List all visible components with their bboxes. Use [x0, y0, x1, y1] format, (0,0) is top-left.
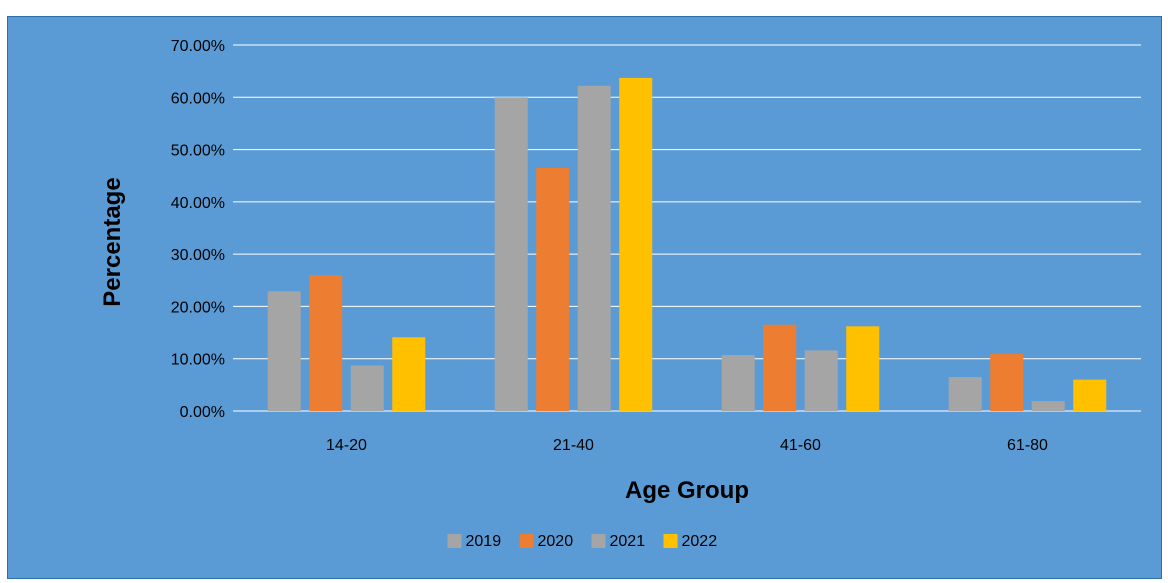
legend-label: 2020: [538, 533, 574, 550]
x-axis-ticks: 14-20 21-40 41-60 61-80: [326, 437, 1048, 454]
y-tick-label: 70.00%: [171, 38, 225, 55]
bar-2020-61-80: [990, 354, 1024, 411]
y-tick-label: 20.00%: [171, 299, 225, 316]
bar-2021-14-20: [350, 365, 384, 411]
legend-label: 2022: [682, 533, 718, 550]
legend-swatch: [591, 534, 606, 548]
y-tick-label: 50.00%: [171, 143, 225, 160]
bar-2020-41-60: [763, 324, 797, 411]
y-tick-label: 40.00%: [171, 195, 225, 212]
y-tick-label: 60.00%: [171, 90, 225, 107]
bar-2022-21-40: [619, 77, 653, 411]
bars: [267, 77, 1107, 412]
bar-2019-41-60: [721, 355, 755, 411]
legend-label: 2021: [610, 533, 646, 550]
legend-label: 2019: [466, 533, 502, 550]
legend-swatch: [447, 534, 462, 548]
bar-2021-61-80: [1031, 401, 1065, 411]
bar-2022-41-60: [846, 326, 880, 411]
y-tick-label: 10.00%: [171, 352, 225, 369]
bar-2022-14-20: [392, 337, 426, 411]
x-tick-label: 21-40: [553, 437, 594, 454]
legend-item-2019: 2019: [447, 533, 502, 550]
bar-2020-21-40: [536, 167, 570, 411]
x-tick-label: 41-60: [780, 437, 821, 454]
bar-2019-14-20: [267, 291, 301, 411]
y-axis-title: Percentage: [99, 177, 126, 306]
legend-item-2021: 2021: [591, 533, 646, 550]
legend: 2019 2020 2021 2022: [447, 533, 718, 550]
legend-item-2022: 2022: [663, 533, 718, 550]
bar-2019-61-80: [948, 377, 982, 411]
bar-chart: 0.00% 10.00% 20.00% 30.00% 40.00% 50.00% 60.00…: [8, 17, 1161, 578]
y-tick-label: 0.00%: [180, 404, 225, 421]
x-tick-label: 14-20: [326, 437, 367, 454]
gridlines: [233, 44, 1141, 412]
bar-2019-21-40: [494, 97, 528, 412]
legend-swatch: [663, 534, 678, 548]
bar-2022-61-80: [1073, 379, 1107, 411]
x-tick-label: 61-80: [1007, 437, 1048, 454]
y-axis-ticks: 0.00% 10.00% 20.00% 30.00% 40.00% 50.00% 60.00…: [171, 38, 225, 421]
bar-2020-14-20: [309, 275, 343, 411]
x-axis-title: Age Group: [625, 477, 749, 504]
legend-item-2020: 2020: [519, 533, 574, 550]
legend-swatch: [519, 534, 534, 548]
chart-container: 0.00% 10.00% 20.00% 30.00% 40.00% 50.00% 60.00…: [7, 16, 1162, 579]
y-tick-label: 30.00%: [171, 247, 225, 264]
bar-2021-41-60: [804, 350, 838, 411]
bar-2021-21-40: [577, 85, 611, 411]
